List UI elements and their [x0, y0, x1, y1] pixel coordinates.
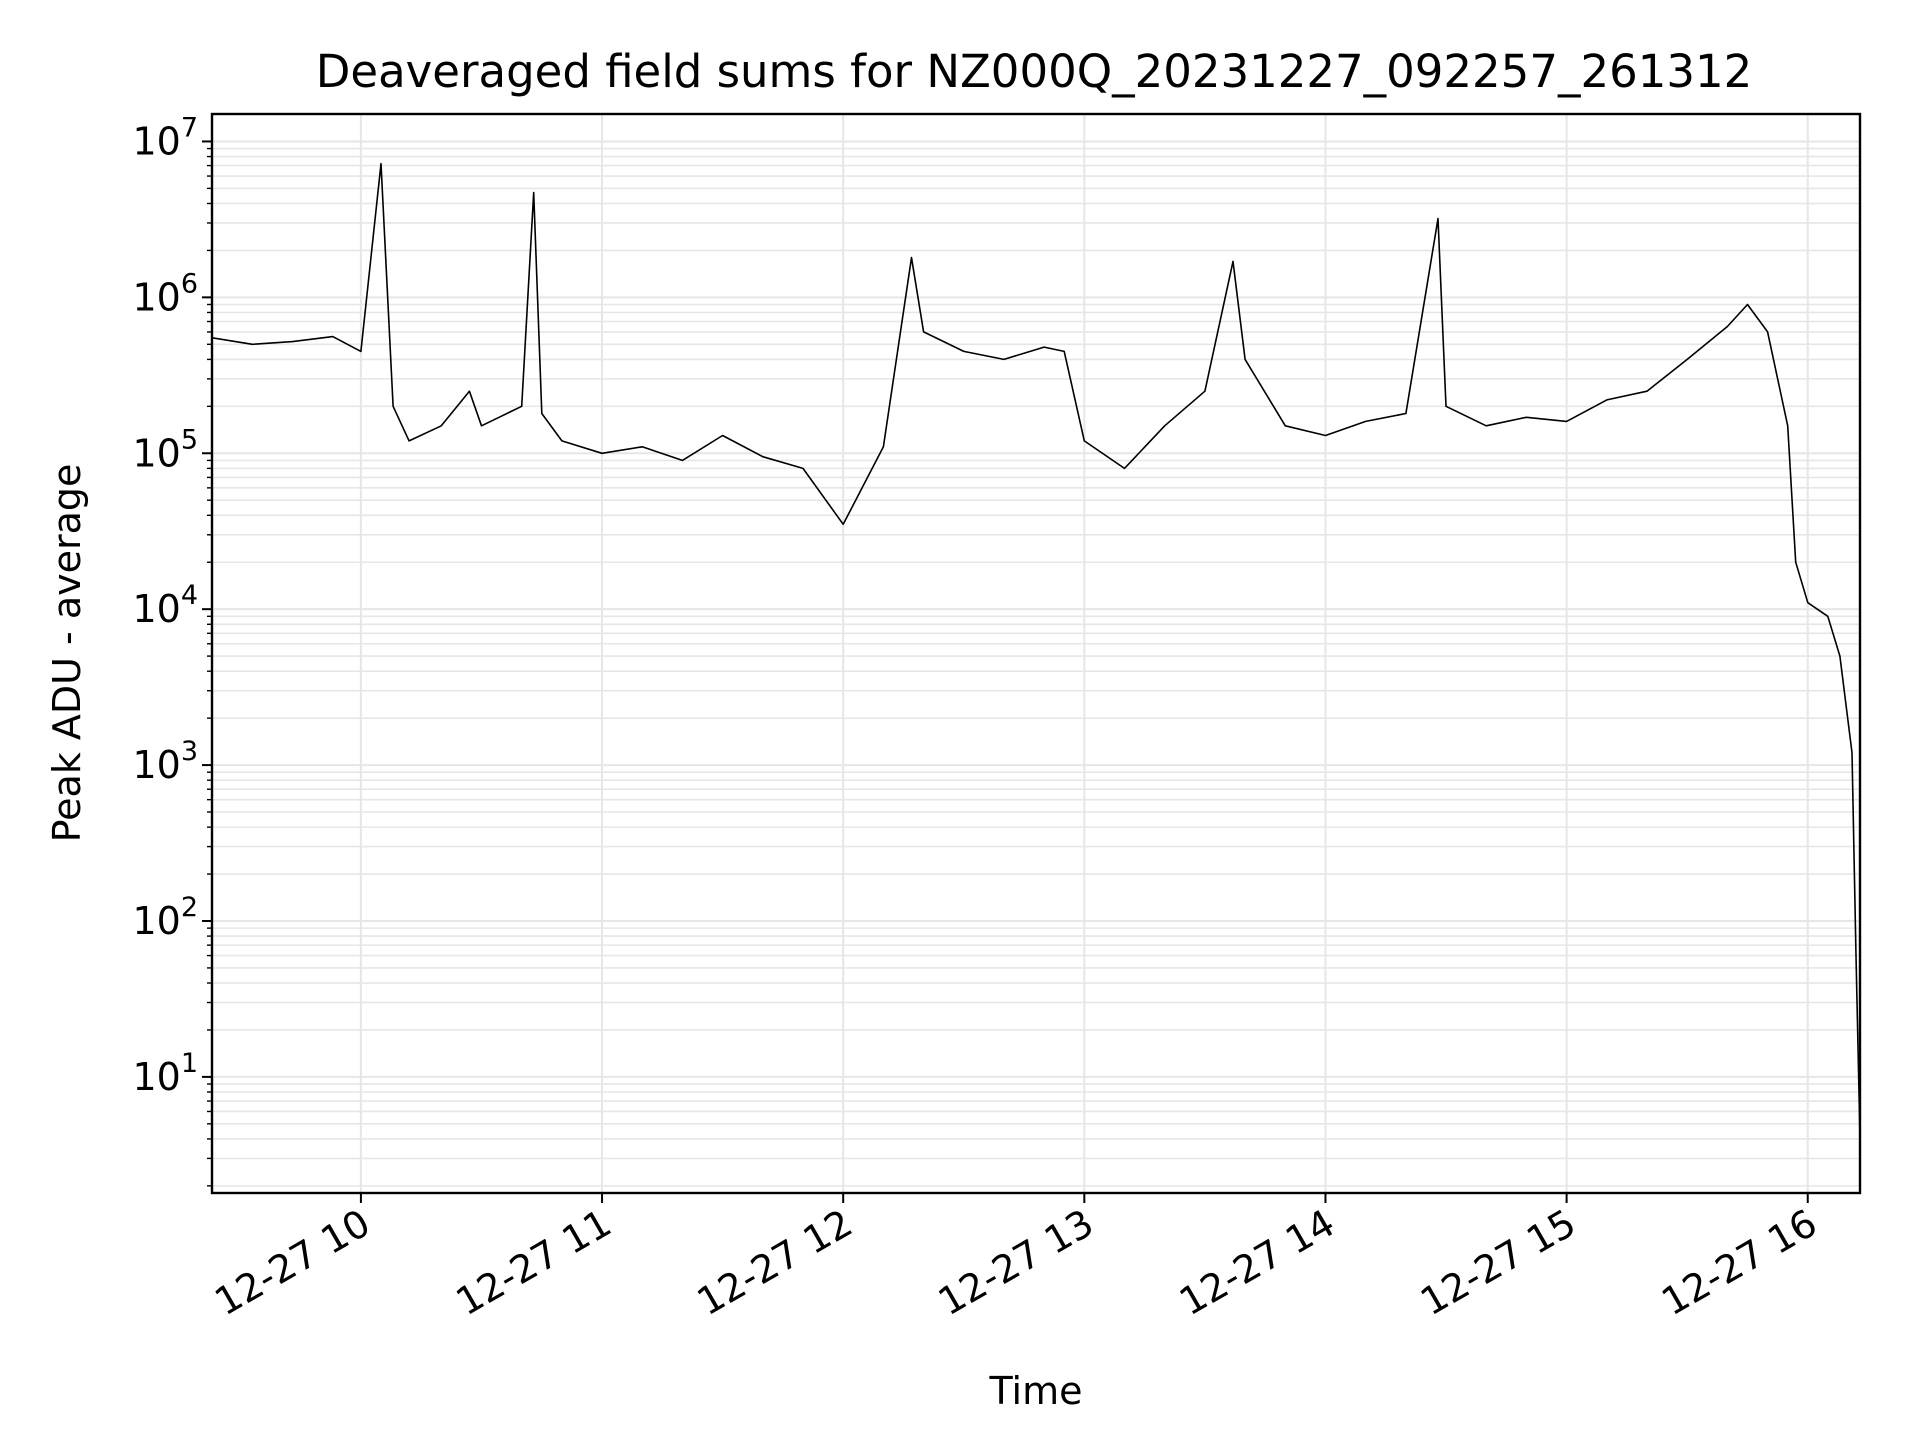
y-tick-label: 105 — [132, 424, 198, 475]
x-axis-label: Time — [989, 1369, 1083, 1413]
chart-title: Deaveraged field sums for NZ000Q_2023122… — [316, 45, 1752, 98]
y-tick-label-base: 10 — [132, 1055, 180, 1099]
series-layer — [212, 162, 1861, 1139]
y-tick-label-exponent: 7 — [181, 112, 198, 143]
series-line — [212, 162, 1861, 1139]
y-tick-label-base: 10 — [132, 587, 180, 631]
y-tick-label: 106 — [132, 268, 198, 319]
y-tick-label-base: 10 — [132, 743, 180, 787]
y-axis-label: Peak ADU - average — [45, 464, 89, 843]
y-tick-label: 102 — [132, 892, 198, 943]
y-tick-label-exponent: 3 — [181, 736, 198, 767]
y-tick-label: 104 — [132, 580, 198, 631]
y-tick-label-exponent: 6 — [181, 268, 198, 299]
y-tick-label: 101 — [132, 1048, 198, 1099]
y-tick-label-base: 10 — [132, 431, 180, 475]
y-tick-label-exponent: 4 — [181, 580, 198, 611]
y-tick-label-base: 10 — [132, 119, 180, 163]
y-tick-label-base: 10 — [132, 899, 180, 943]
y-tick-label: 107 — [132, 112, 198, 163]
y-tick-label-base: 10 — [132, 275, 180, 319]
grid — [212, 114, 1860, 1193]
y-tick-label: 103 — [132, 736, 198, 787]
y-tick-label-exponent: 5 — [181, 424, 198, 455]
y-tick-label-exponent: 1 — [181, 1048, 198, 1079]
plot-frame — [210, 112, 1862, 1195]
y-tick-label-exponent: 2 — [181, 892, 198, 923]
